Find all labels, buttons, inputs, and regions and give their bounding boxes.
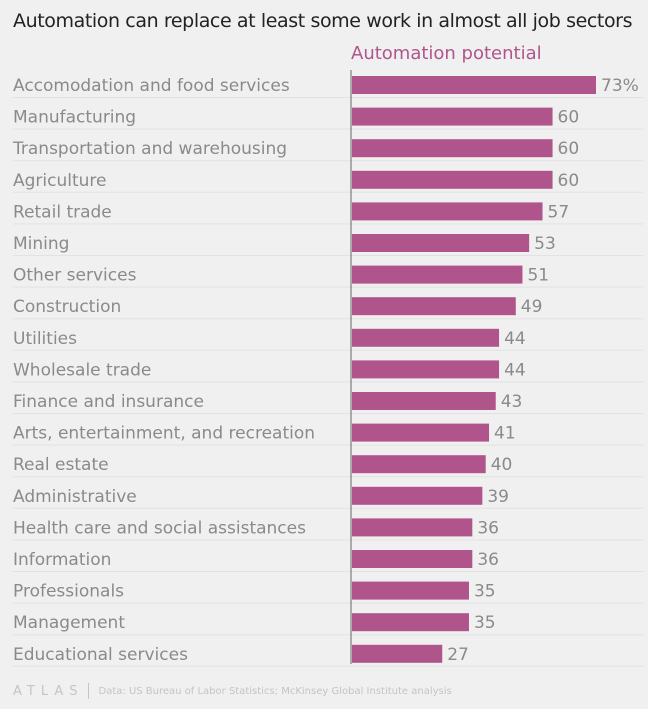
bar bbox=[352, 644, 443, 663]
category-label: Wholesale trade bbox=[13, 360, 151, 380]
value-label: 44 bbox=[504, 329, 526, 349]
bar bbox=[352, 392, 496, 410]
category-label: Transportation and warehousing bbox=[12, 139, 287, 159]
bar bbox=[352, 139, 553, 158]
value-label: 44 bbox=[504, 360, 526, 380]
category-label: Other services bbox=[13, 266, 137, 286]
bar bbox=[352, 107, 553, 126]
category-label: Mining bbox=[13, 234, 69, 254]
bar bbox=[352, 170, 553, 189]
atlas-logo[interactable]: ATLAS bbox=[13, 683, 84, 699]
value-label: 36 bbox=[477, 518, 499, 538]
category-label: Management bbox=[13, 613, 125, 633]
bar bbox=[352, 265, 523, 284]
value-label: 39 bbox=[487, 487, 509, 507]
value-label: 49 bbox=[521, 297, 543, 317]
value-label: 35 bbox=[474, 613, 496, 633]
bar bbox=[352, 297, 516, 316]
bar bbox=[352, 202, 543, 221]
footer: ATLAS Data: US Bureau of Labor Statistic… bbox=[13, 682, 452, 700]
bar bbox=[352, 76, 596, 94]
value-label: 41 bbox=[494, 424, 516, 444]
value-label: 73% bbox=[601, 76, 639, 96]
category-label: Real estate bbox=[13, 455, 109, 475]
category-label: Finance and insurance bbox=[13, 392, 204, 412]
bar-chart: Automation potential Accomodation and foo… bbox=[12, 43, 643, 667]
bar bbox=[352, 423, 490, 442]
chart-title: Automation can replace at least some wor… bbox=[13, 10, 633, 32]
category-label: Information bbox=[13, 550, 111, 570]
series-header: Automation potential bbox=[351, 43, 542, 64]
category-label: Construction bbox=[13, 297, 121, 317]
category-label: Health care and social assistances bbox=[13, 518, 306, 538]
bar bbox=[352, 360, 500, 379]
bar bbox=[352, 328, 500, 347]
bar bbox=[352, 234, 530, 252]
category-label: Utilities bbox=[13, 329, 77, 349]
category-label: Professionals bbox=[13, 582, 124, 602]
value-label: 40 bbox=[491, 455, 513, 475]
value-label: 60 bbox=[558, 108, 580, 128]
bar bbox=[352, 550, 473, 568]
category-label: Administrative bbox=[13, 487, 137, 507]
category-label: Arts, entertainment, and recreation bbox=[13, 424, 315, 444]
bar bbox=[352, 581, 469, 600]
footer-divider bbox=[87, 683, 89, 699]
category-label: Agriculture bbox=[13, 171, 107, 191]
value-label: 35 bbox=[474, 582, 496, 602]
category-label: Educational services bbox=[13, 645, 188, 665]
value-label: 43 bbox=[501, 392, 523, 412]
value-label: 51 bbox=[527, 266, 549, 286]
value-label: 57 bbox=[548, 202, 570, 222]
value-label: 36 bbox=[477, 550, 499, 570]
bar bbox=[352, 613, 469, 632]
category-label: Accomodation and food services bbox=[13, 76, 290, 96]
value-label: 60 bbox=[558, 139, 580, 159]
source-note: Data: US Bureau of Labor Statistics; McK… bbox=[98, 685, 452, 697]
bar bbox=[352, 455, 486, 474]
value-label: 27 bbox=[447, 645, 469, 665]
bar bbox=[352, 486, 483, 505]
value-label: 60 bbox=[558, 171, 580, 191]
category-label: Retail trade bbox=[13, 202, 112, 222]
value-label: 53 bbox=[534, 234, 556, 254]
category-label: Manufacturing bbox=[13, 108, 136, 128]
bar bbox=[352, 518, 473, 537]
